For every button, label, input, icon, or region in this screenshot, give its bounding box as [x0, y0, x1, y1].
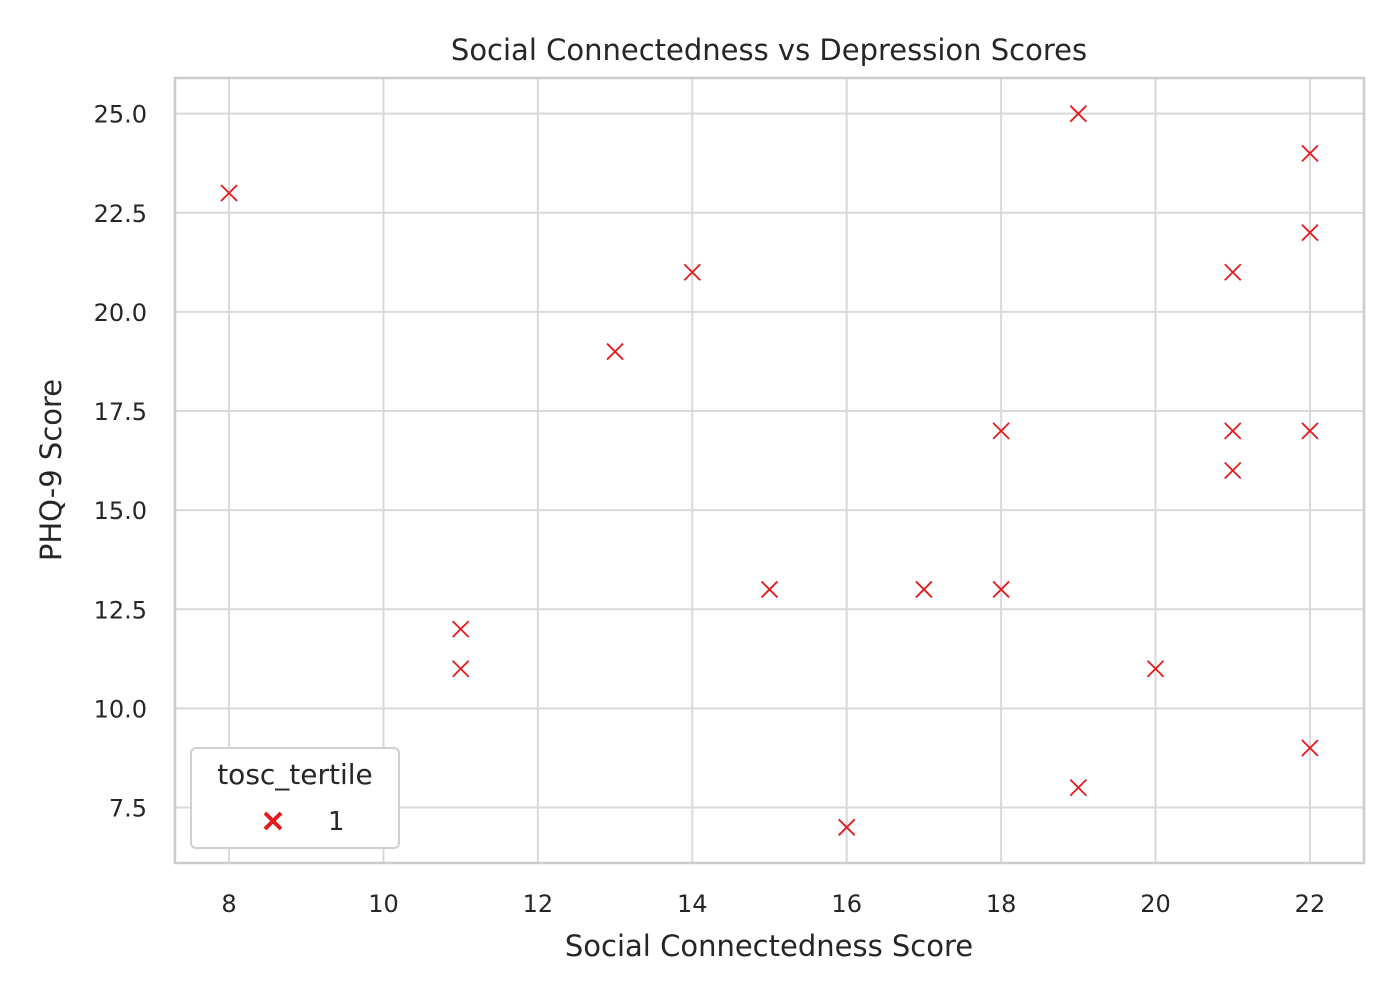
data-point [1301, 739, 1319, 757]
y-tick-label: 20.0 [94, 299, 147, 327]
data-point [1224, 461, 1242, 480]
y-tick-label: 25.0 [94, 101, 147, 129]
legend-box [190, 747, 400, 849]
data-point [683, 263, 701, 281]
y-tick-label: 15.0 [94, 497, 147, 525]
data-point [760, 580, 779, 599]
data-point [1301, 223, 1319, 242]
data-point [220, 184, 238, 202]
x-axis-label: Social Connectedness Score [565, 929, 973, 963]
data-point [992, 580, 1010, 599]
y-axis-label: PHQ-9 Score [34, 379, 68, 561]
data-point [915, 580, 933, 599]
data-points [220, 105, 1319, 836]
data-point [1224, 422, 1242, 440]
chart-title: Social Connectedness vs Depression Score… [451, 33, 1087, 67]
x-tick-label: 8 [221, 890, 236, 918]
data-point [838, 818, 856, 836]
x-tick-label: 18 [986, 890, 1017, 918]
legend-entry-label: 1 [328, 807, 345, 837]
data-point [1069, 105, 1087, 123]
legend: tosc_tertile 1 [190, 747, 400, 849]
x-tick-label: 10 [368, 890, 399, 918]
data-point [1224, 263, 1242, 281]
data-point [452, 660, 470, 678]
x-tick-label: 22 [1295, 890, 1326, 918]
data-point [1301, 422, 1319, 440]
data-point [1301, 144, 1319, 162]
grid-lines [175, 78, 1364, 863]
x-tick-label: 16 [831, 890, 862, 918]
y-tick-label: 12.5 [94, 596, 147, 624]
data-point [1146, 660, 1165, 678]
x-tick-label: 12 [523, 890, 554, 918]
data-point [992, 422, 1010, 440]
data-point [1069, 779, 1087, 797]
legend-title: tosc_tertile [217, 758, 373, 791]
y-tick-label: 7.5 [109, 794, 147, 822]
data-point [606, 342, 624, 361]
x-tick-label: 14 [677, 890, 708, 918]
legend-marker-icon [263, 811, 283, 831]
y-axis-ticks: 7.5 10.0 12.5 15.0 17.5 20.0 22.5 25.0 [94, 101, 147, 823]
plot-frame [173, 76, 1366, 865]
y-tick-label: 17.5 [94, 398, 147, 426]
y-tick-label: 22.5 [94, 200, 147, 228]
y-tick-label: 10.0 [94, 695, 147, 723]
data-point [452, 620, 470, 638]
x-tick-label: 20 [1140, 890, 1171, 918]
x-axis-ticks: 8 10 12 14 16 18 20 22 [221, 890, 1325, 918]
